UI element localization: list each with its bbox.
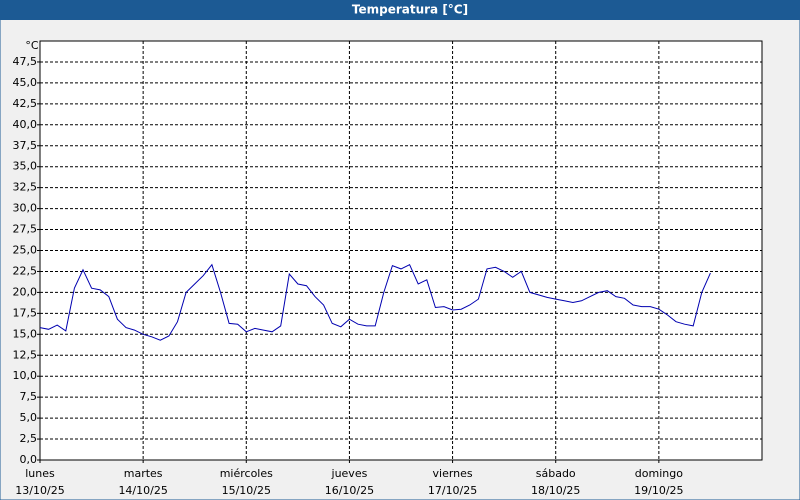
y-tick-label: 17,5	[13, 306, 38, 319]
x-tick-label: 19/10/25	[634, 484, 683, 497]
y-tick-label: 40,0	[13, 118, 38, 131]
y-tick-label: 42,5	[13, 97, 38, 110]
x-tick-label: 14/10/25	[118, 484, 167, 497]
x-tick-label: miércoles	[220, 467, 273, 480]
y-tick-label: 22,5	[13, 264, 38, 277]
x-tick-label: martes	[124, 467, 163, 480]
y-tick-label: 32,5	[13, 181, 38, 194]
y-unit: °C	[25, 39, 39, 52]
y-tick-label: 25,0	[13, 244, 38, 257]
y-tick-label: 2,5	[20, 432, 38, 445]
x-tick-label: jueves	[331, 467, 368, 480]
x-tick-label: domingo	[635, 467, 683, 480]
y-tick-label: 5,0	[20, 411, 38, 424]
x-tick-label: 16/10/25	[325, 484, 374, 497]
y-tick-label: 20,0	[13, 285, 38, 298]
y-tick-label: 30,0	[13, 202, 38, 215]
y-tick-label: 35,0	[13, 160, 38, 173]
y-tick-label: 37,5	[13, 139, 38, 152]
y-tick-label: 45,0	[13, 76, 38, 89]
line-series	[39, 263, 711, 341]
y-tick-label: 7,5	[20, 390, 38, 403]
x-tick-label: lunes	[25, 467, 55, 480]
x-tick-label: 13/10/25	[15, 484, 64, 497]
y-tick-label: 10,0	[13, 369, 38, 382]
x-tick-label: sábado	[536, 467, 576, 480]
plot-border	[39, 40, 763, 461]
x-tick-label: viernes	[433, 467, 473, 480]
chart-title: Temperatura [°C]	[352, 3, 468, 17]
title-bar	[0, 0, 800, 20]
y-tick-label: 27,5	[13, 223, 38, 236]
y-tick-label: 47,5	[13, 55, 38, 68]
x-tick-label: 17/10/25	[428, 484, 477, 497]
y-tick-label: 12,5	[13, 348, 38, 361]
y-tick-label: 0,0	[20, 453, 38, 466]
x-tick-label: 15/10/25	[222, 484, 271, 497]
y-tick-label: 15,0	[13, 327, 38, 340]
x-tick-label: 18/10/25	[531, 484, 580, 497]
